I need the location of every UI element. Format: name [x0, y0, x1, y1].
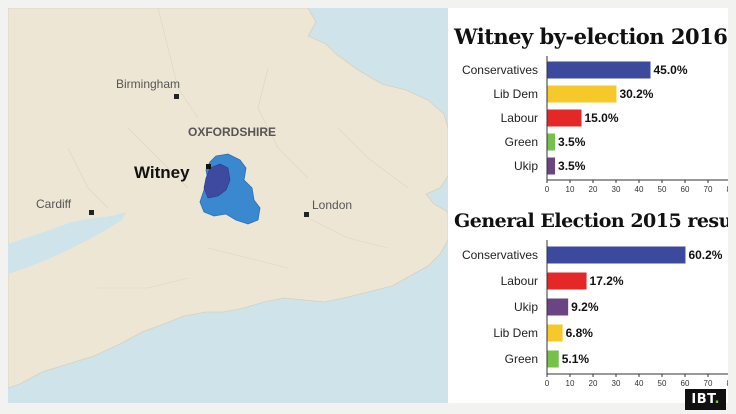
bar — [547, 109, 582, 127]
x-tick-label: 20 — [589, 185, 598, 194]
value-label: 6.8% — [566, 326, 594, 340]
bar — [547, 324, 563, 342]
by-election-2016-chart: Witney by-election 2016 Conservatives 45.… — [448, 8, 728, 198]
region-borders — [67, 8, 409, 289]
value-label: 3.5% — [558, 159, 586, 173]
x-tick-label: 80 — [727, 379, 728, 388]
bar — [547, 157, 556, 175]
category-label: Lib Dem — [493, 326, 538, 340]
category-label: Conservatives — [462, 63, 538, 77]
value-label: 17.2% — [590, 274, 624, 288]
bar-chart-svg: Conservatives 60.2% Labour 17.2% Ukip 9.2% Lib… — [462, 240, 728, 388]
london-marker — [304, 212, 309, 217]
logo-text: IBT — [691, 392, 715, 407]
bar — [547, 350, 559, 368]
logo-dot: . — [714, 392, 720, 407]
infographic: Birmingham OXFORDSHIRE Witney Cardiff Lo… — [8, 8, 728, 403]
x-tick-label: 50 — [658, 379, 667, 388]
x-tick-label: 50 — [658, 185, 667, 194]
witney-label: Witney — [134, 163, 190, 182]
x-tick-label: 20 — [589, 379, 598, 388]
uk-map: Birmingham OXFORDSHIRE Witney Cardiff Lo… — [8, 8, 448, 403]
x-tick-label: 0 — [545, 185, 550, 194]
chart-title: General Election 2015 result — [454, 210, 728, 232]
x-tick-label: 60 — [681, 379, 690, 388]
oxfordshire-label: OXFORDSHIRE — [188, 125, 276, 139]
category-label: Labour — [501, 274, 538, 288]
bar — [547, 246, 686, 264]
category-label: Ukip — [514, 159, 538, 173]
x-tick-label: 30 — [612, 379, 621, 388]
value-label: 5.1% — [562, 352, 590, 366]
bar — [547, 133, 556, 151]
cardiff-marker — [89, 210, 94, 215]
bar-chart-svg: Conservatives 45.0% Lib Dem 30.2% Labour 15.0… — [462, 56, 728, 194]
bar — [547, 272, 587, 290]
bar — [547, 298, 569, 316]
bar — [547, 61, 651, 79]
category-label: Lib Dem — [493, 87, 538, 101]
general-election-2015-chart: General Election 2015 result Conservativ… — [448, 198, 728, 393]
category-label: Conservatives — [462, 248, 538, 262]
witney-constituency — [203, 163, 231, 199]
chart-title: Witney by-election 2016 — [454, 24, 728, 49]
witney-marker — [206, 164, 211, 169]
bar — [547, 85, 617, 103]
value-label: 3.5% — [558, 135, 586, 149]
x-tick-label: 30 — [612, 185, 621, 194]
x-tick-label: 40 — [635, 379, 644, 388]
x-tick-label: 10 — [566, 379, 575, 388]
category-label: Green — [505, 352, 538, 366]
bristol-channel — [8, 212, 126, 274]
value-label: 60.2% — [688, 248, 722, 262]
value-label: 30.2% — [619, 87, 653, 101]
category-label: Green — [505, 135, 538, 149]
x-tick-label: 80 — [727, 185, 728, 194]
value-label: 45.0% — [654, 63, 688, 77]
value-label: 9.2% — [571, 300, 599, 314]
x-tick-label: 60 — [681, 185, 690, 194]
x-tick-label: 70 — [704, 185, 713, 194]
ibt-logo: IBT. — [685, 389, 726, 410]
category-label: Ukip — [514, 300, 538, 314]
london-label: London — [312, 198, 352, 212]
cardiff-label: Cardiff — [36, 197, 72, 211]
x-tick-label: 10 — [566, 185, 575, 194]
birmingham-label: Birmingham — [116, 77, 180, 91]
birmingham-marker — [174, 94, 179, 99]
x-tick-label: 40 — [635, 185, 644, 194]
x-tick-label: 0 — [545, 379, 550, 388]
x-tick-label: 70 — [704, 379, 713, 388]
value-label: 15.0% — [585, 111, 619, 125]
category-label: Labour — [501, 111, 538, 125]
